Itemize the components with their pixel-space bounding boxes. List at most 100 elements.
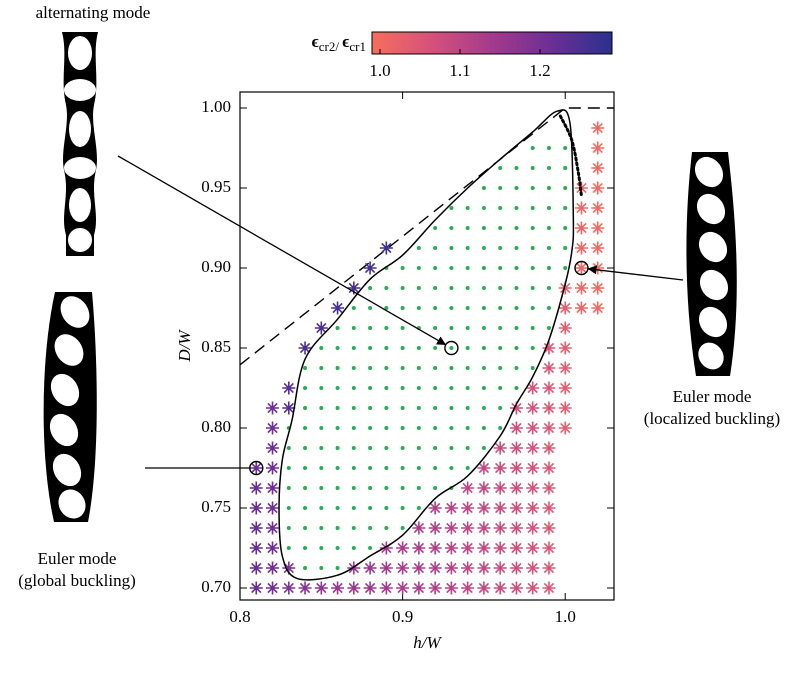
stable-dot	[481, 326, 486, 330]
stable-dot	[335, 566, 340, 570]
asterisk	[461, 521, 475, 535]
asterisk	[542, 341, 556, 355]
asterisk	[558, 421, 572, 435]
stable-dot	[400, 326, 405, 330]
stable-dot	[546, 206, 551, 210]
stable-dot	[530, 186, 535, 190]
stable-dot	[351, 486, 356, 490]
stable-dot	[319, 486, 324, 490]
asterisk	[542, 481, 556, 495]
asterisk	[477, 581, 491, 595]
asterisk	[363, 561, 377, 575]
asterisk	[591, 221, 605, 235]
asterisk	[526, 541, 540, 555]
stable-dot	[514, 346, 519, 350]
stable-dot	[335, 466, 340, 470]
stable-dot	[303, 426, 308, 430]
asterisk	[444, 581, 458, 595]
stable-dot	[465, 446, 470, 450]
stable-dot	[498, 246, 503, 250]
stable-dot	[384, 466, 389, 470]
stable-dot	[335, 386, 340, 390]
stable-dot	[303, 506, 308, 510]
stable-dot	[433, 346, 438, 350]
stable-dot	[465, 266, 470, 270]
asterisk	[493, 521, 507, 535]
stable-dot	[335, 366, 340, 370]
stable-dot	[416, 266, 421, 270]
stable-dot	[481, 186, 486, 190]
asterisk	[428, 561, 442, 575]
stable-dot	[433, 406, 438, 410]
stable-dot	[546, 246, 551, 250]
dashed-line	[239, 107, 614, 366]
stable-dot	[368, 486, 373, 490]
asterisk	[526, 401, 540, 415]
asterisk	[558, 341, 572, 355]
asterisk	[558, 301, 572, 315]
stable-dot	[368, 466, 373, 470]
stable-dot	[303, 526, 308, 530]
asterisk	[444, 561, 458, 575]
stable-dot	[498, 326, 503, 330]
highlight-circle	[574, 260, 589, 276]
asterisk	[493, 501, 507, 515]
stable-dot	[319, 466, 324, 470]
asterisk	[574, 301, 588, 315]
stable-dot	[498, 286, 503, 290]
asterisk	[461, 561, 475, 575]
asterisk	[396, 541, 410, 555]
stable-dot	[465, 386, 470, 390]
stable-dot	[449, 366, 454, 370]
asterisk	[444, 521, 458, 535]
asterisk	[509, 501, 523, 515]
asterisk	[574, 201, 588, 215]
colorbar	[371, 31, 613, 55]
y-tick-label: 0.70	[201, 577, 231, 596]
stable-dot	[563, 246, 568, 250]
stable-dot	[384, 506, 389, 510]
asterisk	[542, 401, 556, 415]
colorbar-label-part: ϵ	[312, 32, 319, 51]
asterisk	[591, 261, 605, 275]
stable-dot	[416, 246, 421, 250]
asterisk	[526, 481, 540, 495]
asterisk	[461, 501, 475, 515]
boundary-curve	[278, 109, 575, 581]
asterisk	[591, 281, 605, 295]
asterisk	[396, 581, 410, 595]
asterisk	[461, 481, 475, 495]
stable-dot	[563, 266, 568, 270]
asterisk	[412, 541, 426, 555]
stable-dot	[368, 386, 373, 390]
stable-dot	[416, 446, 421, 450]
stable-dot	[449, 386, 454, 390]
annotation-text: (localized buckling)	[644, 409, 780, 428]
stable-dot	[530, 146, 535, 150]
asterisk	[542, 501, 556, 515]
stable-dot	[351, 526, 356, 530]
asterisk	[428, 501, 442, 515]
asterisk	[493, 481, 507, 495]
stable-dot	[449, 206, 454, 210]
asterisk	[477, 461, 491, 475]
asterisk	[493, 541, 507, 555]
stable-dot	[303, 466, 308, 470]
stable-dot	[465, 306, 470, 310]
inset-alternating	[62, 32, 98, 256]
asterisk	[526, 521, 540, 535]
stable-dot	[384, 306, 389, 310]
stable-dot	[433, 386, 438, 390]
stable-dot	[400, 486, 405, 490]
asterisk	[428, 581, 442, 595]
stable-dot	[433, 246, 438, 250]
dotted-curve	[558, 114, 583, 198]
stable-dot	[368, 446, 373, 450]
stable-dot	[400, 446, 405, 450]
asterisk	[542, 361, 556, 375]
stable-dot	[335, 486, 340, 490]
inset-localized	[686, 152, 737, 376]
annotation-text: alternating mode	[36, 3, 151, 22]
asterisk	[526, 441, 540, 455]
